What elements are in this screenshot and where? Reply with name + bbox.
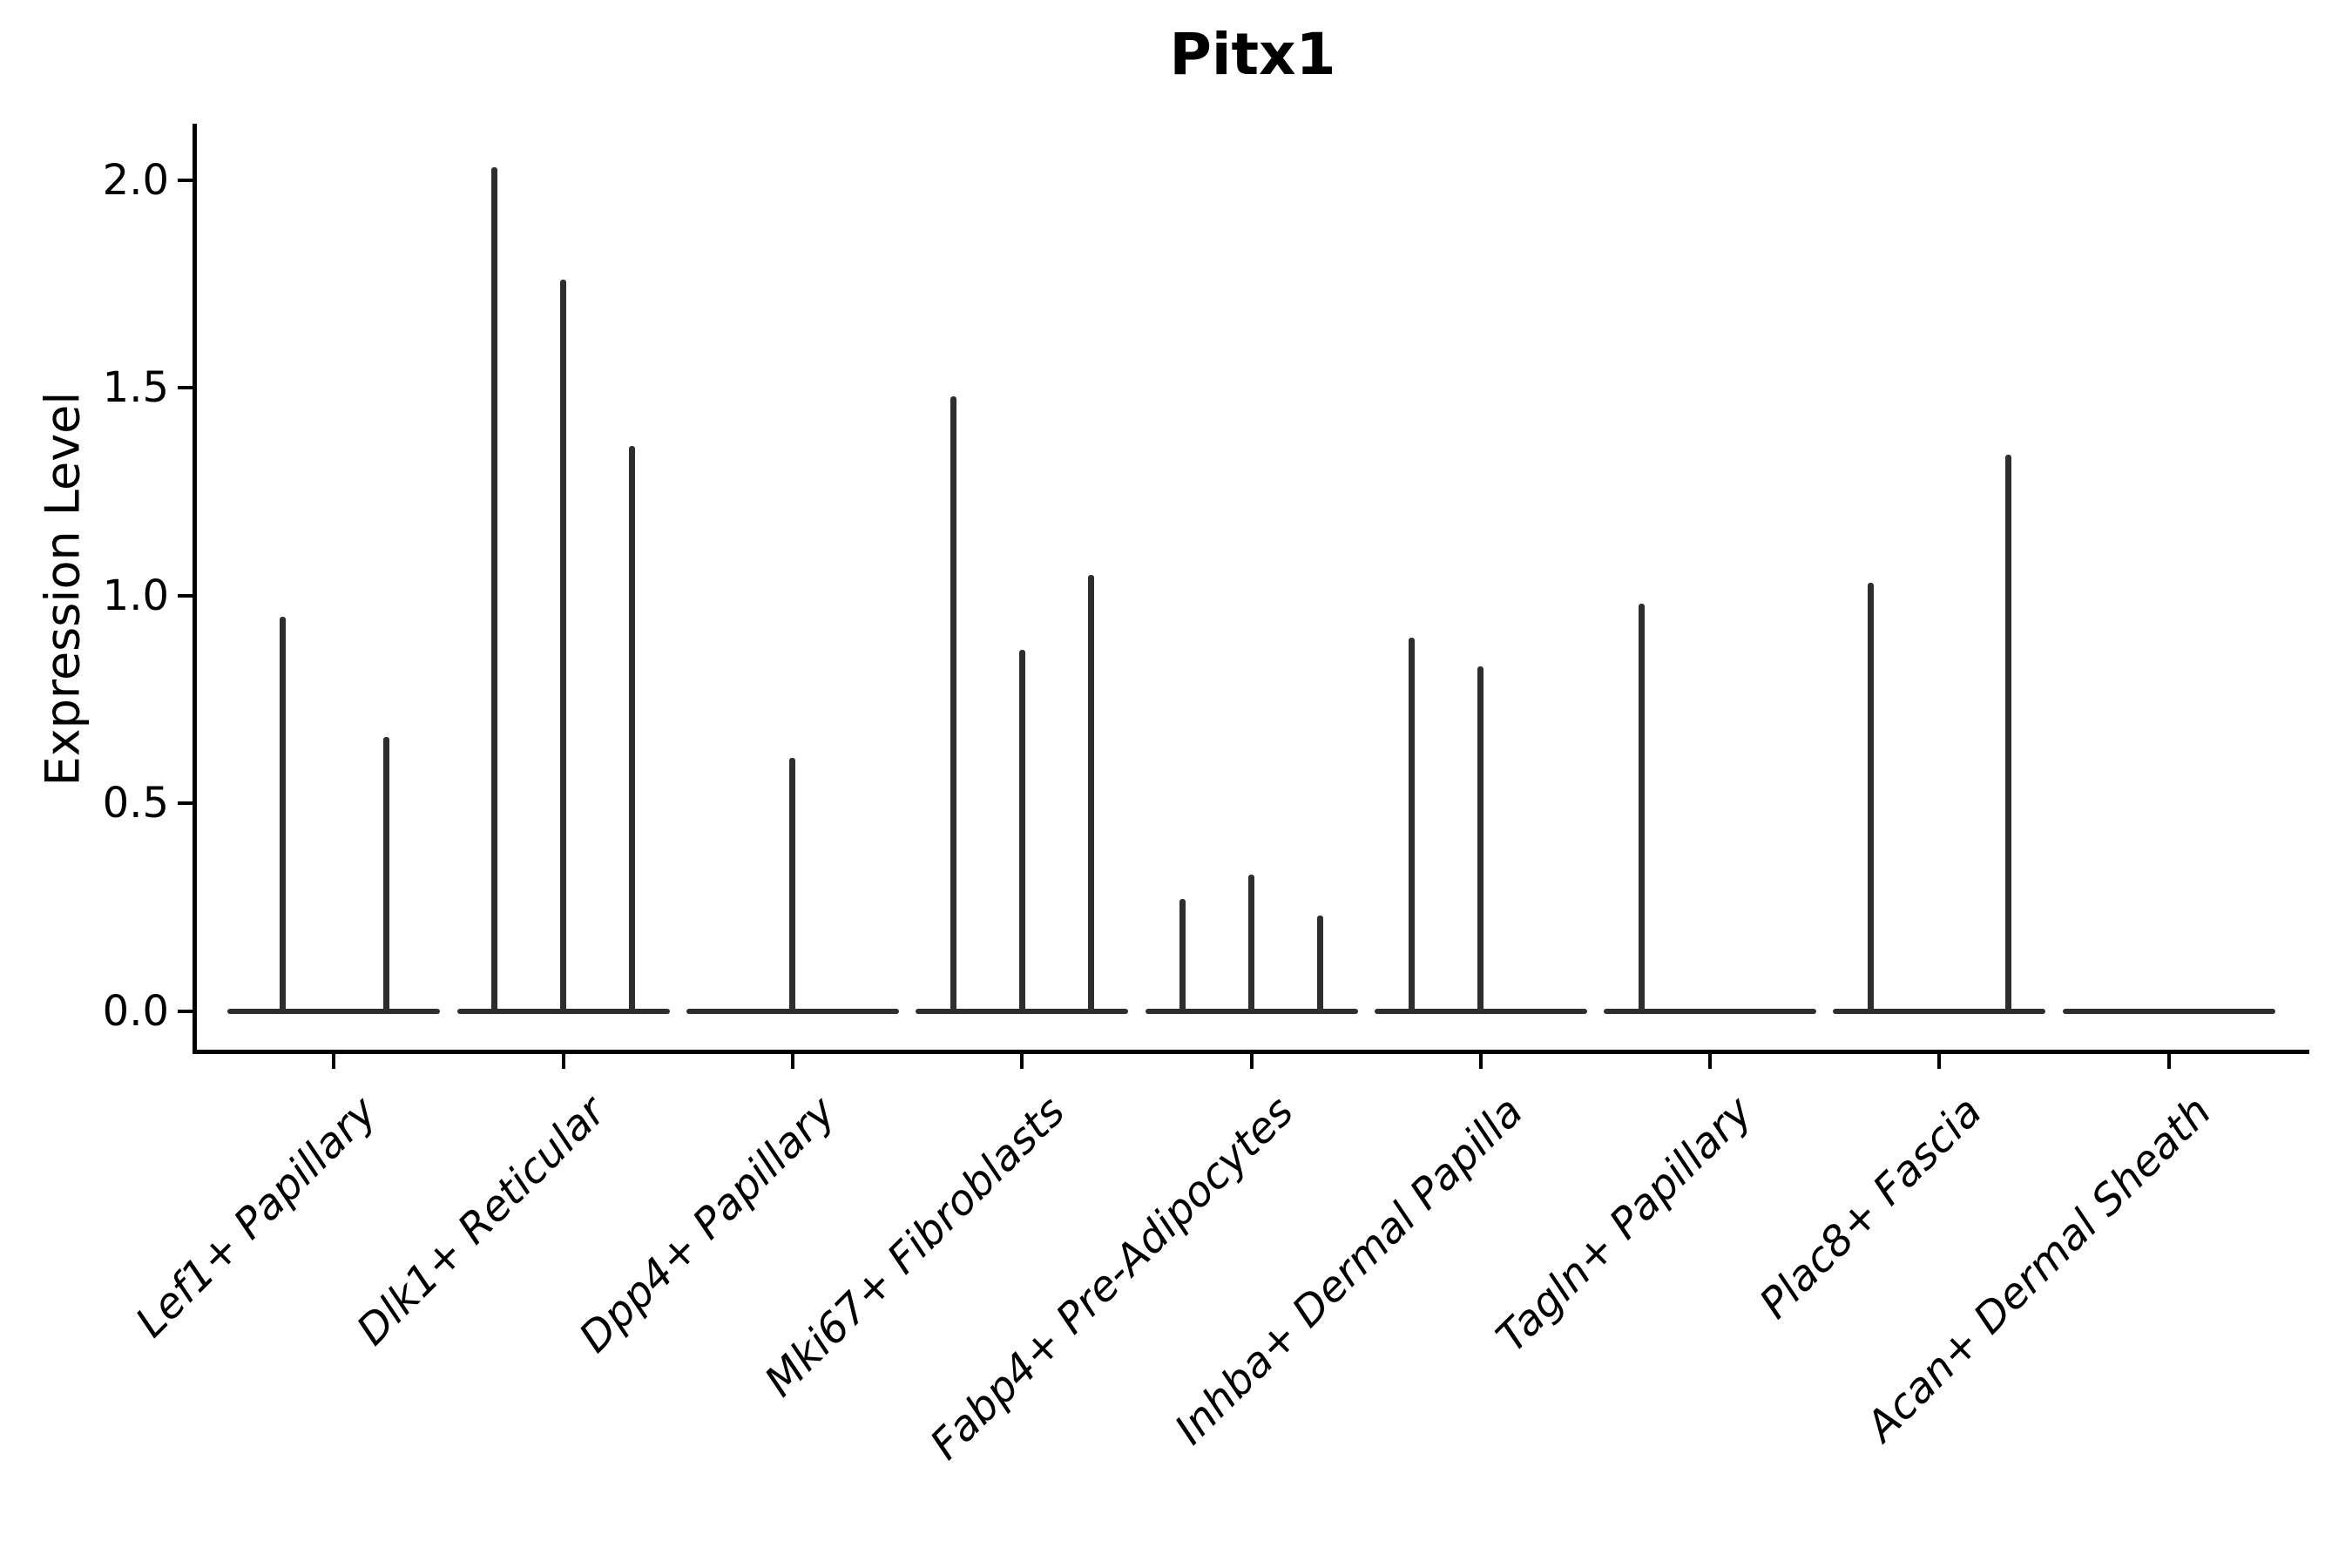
violin-spike bbox=[1317, 916, 1323, 1014]
x-tick bbox=[1478, 1054, 1483, 1069]
violin-baseline bbox=[2062, 1009, 2275, 1014]
y-tick bbox=[178, 1010, 193, 1013]
violin-spike bbox=[491, 167, 498, 1014]
x-tick bbox=[1020, 1054, 1024, 1069]
violin-spike bbox=[629, 446, 636, 1014]
violin-spike bbox=[560, 280, 567, 1014]
violin-spike bbox=[1179, 899, 1186, 1014]
x-tick bbox=[1708, 1054, 1713, 1069]
y-tick bbox=[178, 801, 193, 806]
violin-spike bbox=[1018, 649, 1025, 1014]
violin-spike bbox=[382, 737, 389, 1014]
x-axis-spine bbox=[193, 1050, 2309, 1054]
x-tick bbox=[1937, 1054, 1942, 1069]
violin-spike bbox=[1867, 583, 1874, 1014]
chart-title: Pitx1 bbox=[1169, 21, 1336, 88]
violin-spike bbox=[950, 395, 956, 1014]
x-tick-label: Fabp4+ Pre-Adipocytes bbox=[921, 1087, 1304, 1470]
x-tick-label: Dlk1+ Reticular bbox=[348, 1087, 616, 1355]
violin-spike bbox=[1248, 874, 1254, 1014]
x-tick bbox=[2166, 1054, 2171, 1069]
x-tick-label: Plac8+ Fascia bbox=[1750, 1087, 1992, 1328]
x-tick bbox=[332, 1054, 336, 1069]
y-tick bbox=[178, 386, 193, 390]
y-tick-label: 2.0 bbox=[102, 155, 169, 205]
x-tick-label: Dpp4+ Papillary bbox=[569, 1087, 845, 1362]
x-tick bbox=[790, 1054, 794, 1069]
y-axis-spine bbox=[193, 124, 197, 1054]
violin-spike bbox=[279, 616, 286, 1014]
violin-baseline bbox=[227, 1009, 441, 1014]
violin-spike bbox=[2004, 454, 2011, 1014]
violin-spike bbox=[789, 757, 796, 1014]
y-tick-label: 1.5 bbox=[102, 363, 169, 413]
y-tick bbox=[178, 593, 193, 598]
violin-baseline bbox=[1833, 1009, 2046, 1014]
x-tick-label: Lef1+ Papillary bbox=[125, 1087, 386, 1348]
violin-baseline bbox=[1604, 1009, 1817, 1014]
x-tick-label: Tagln+ Papillary bbox=[1487, 1087, 1762, 1362]
y-tick bbox=[178, 178, 193, 182]
violin-spike bbox=[1087, 574, 1094, 1014]
violin-spike bbox=[1477, 666, 1484, 1014]
violin-spike bbox=[1409, 637, 1416, 1014]
x-tick bbox=[561, 1054, 565, 1069]
y-tick-label: 1.0 bbox=[102, 571, 169, 620]
x-tick bbox=[1249, 1054, 1254, 1069]
y-tick-label: 0.0 bbox=[102, 987, 169, 1036]
y-tick-label: 0.5 bbox=[102, 779, 169, 828]
violin-spike bbox=[1638, 604, 1645, 1014]
